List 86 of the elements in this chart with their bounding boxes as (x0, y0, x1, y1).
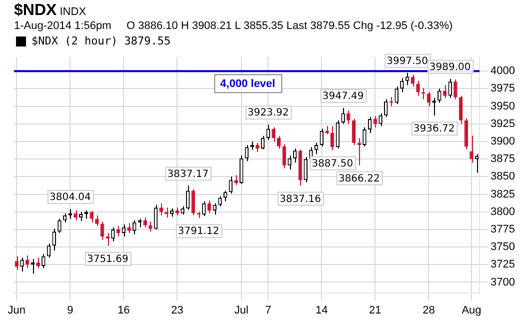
text: INDX (60, 6, 86, 18)
candlestick (79, 211, 83, 222)
annotation: 3887.50 (312, 158, 354, 170)
candlestick (62, 212, 67, 223)
y-tick-label: 3850 (490, 170, 516, 183)
x-tick-label: 16 (118, 304, 130, 316)
candlestick (373, 116, 378, 128)
y-tick-label: 3975 (490, 82, 516, 95)
candlestick (127, 222, 131, 234)
x-tick-label: 28 (422, 304, 435, 316)
text: 1-Aug-2014 1:56pm (14, 20, 112, 32)
x-tick-label: 7 (265, 304, 272, 316)
y-tick-label: 3925 (490, 118, 516, 130)
candlestick (218, 196, 222, 207)
x-tick-label: Jul (234, 304, 248, 316)
annotation: 3997.50 (386, 56, 428, 67)
annotation: 3866.22 (338, 173, 380, 184)
legend-label: $NDX (2 hour) 3879.55 (32, 34, 171, 48)
annotation: 3947.49 (322, 91, 364, 102)
candlestick (36, 257, 40, 269)
candlestick (400, 78, 404, 93)
candlestick (330, 125, 334, 151)
candlestick (186, 185, 190, 210)
annotation: 3923.92 (247, 108, 289, 119)
y-tick-label: 3775 (490, 223, 516, 236)
y-tick-label: 3900 (490, 135, 516, 148)
x-tick-label: Jun (8, 304, 26, 316)
candlestick (95, 214, 99, 226)
y-tick-label: 3800 (490, 206, 516, 218)
candlestick (384, 98, 388, 118)
candlestick (14, 256, 19, 270)
candlestick (448, 78, 452, 98)
annotation: 3751.69 (86, 254, 128, 265)
candlestick (314, 142, 318, 155)
y-tick-label: 3875 (490, 153, 516, 166)
candlestick (426, 92, 431, 107)
candlestick (288, 155, 292, 170)
y-tick-label: 4000 (490, 65, 516, 78)
annotation: 3791.12 (178, 226, 220, 238)
candlestick (454, 79, 458, 100)
annotation: 3989.00 (429, 62, 471, 73)
x-tick-label: 21 (369, 304, 382, 316)
candlestick (159, 202, 164, 216)
candlestick (234, 174, 238, 186)
candlestick (432, 97, 436, 116)
candlestick (223, 190, 228, 202)
x-tick-label: 9 (67, 304, 74, 316)
y-tick-label: 3950 (490, 100, 516, 112)
candlestick (341, 108, 345, 124)
candlestick (272, 126, 276, 142)
y-tick-label: 3700 (490, 276, 516, 288)
candlestick (293, 148, 297, 164)
candlestick (362, 126, 366, 147)
candlestick (416, 80, 420, 96)
candlestick (394, 86, 398, 105)
candlestick (26, 254, 30, 269)
candlestick (378, 112, 382, 126)
candlestick (256, 142, 260, 153)
candlestick (20, 257, 24, 272)
ref-line-label: 4,000 level (220, 78, 276, 90)
candlestick (438, 88, 442, 104)
candlestick (42, 254, 46, 269)
y-tick-label: 3725 (490, 258, 516, 271)
text: O 3886.10 H 3908.21 L 3855.35 Last 3879.55 Chg -12.95 (-0.33%) (126, 20, 453, 32)
annotation: 3837.16 (280, 194, 321, 205)
candlestick (240, 155, 244, 184)
candlestick (74, 210, 78, 221)
x-tick-label: 14 (316, 304, 328, 316)
x-tick-label: Aug (462, 304, 482, 316)
candlestick (143, 216, 147, 228)
x-tick-label: 23 (171, 304, 184, 316)
candlestick (111, 226, 115, 242)
candlestick (90, 210, 94, 223)
candlestick (346, 110, 350, 124)
candlestick (132, 220, 136, 235)
candlestick (148, 221, 152, 232)
annotation: 3804.04 (50, 192, 91, 204)
annotation: 3936.72 (413, 124, 455, 135)
candlestick (405, 72, 410, 86)
y-tick-label: 3825 (490, 188, 516, 200)
chart-title: $NDX (14, 2, 57, 19)
candlestick (58, 218, 62, 234)
candlestick (470, 135, 474, 164)
candlestick (202, 200, 206, 217)
annotation: 3837.17 (167, 168, 209, 180)
y-tick-label: 3750 (490, 241, 516, 254)
